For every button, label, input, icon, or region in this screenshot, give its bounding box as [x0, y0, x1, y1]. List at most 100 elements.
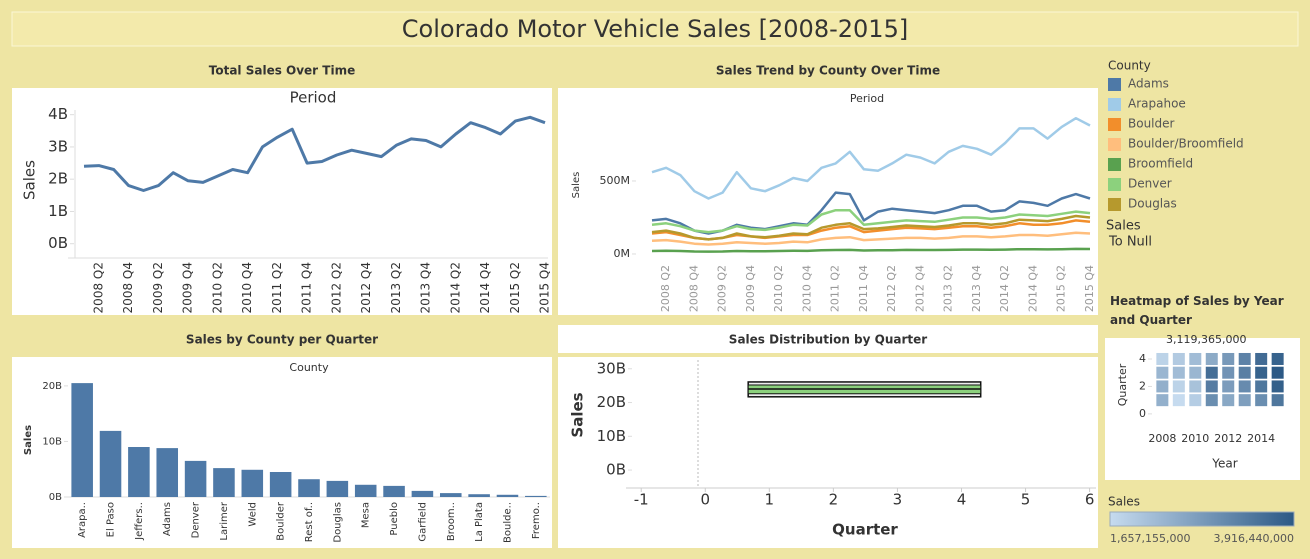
legend-swatch [1108, 198, 1121, 211]
y-tick-label: 0B [48, 234, 68, 252]
x-tick-label: Jeffers.. [134, 502, 145, 541]
y-tick-label: 1B [48, 202, 68, 220]
heatmap-cell [1255, 352, 1268, 365]
legend-swatch [1108, 98, 1121, 111]
bar [439, 493, 462, 497]
y-tick-label: 20B [42, 381, 62, 392]
x-tick-label: 2009 Q2 [151, 262, 165, 313]
heatmap-cell [1189, 352, 1202, 365]
x-tick-label: 2012 [1214, 432, 1242, 445]
y-axis-label: Quarter [1116, 363, 1129, 406]
y-tick-label: 30B [597, 359, 626, 377]
x-tick-label: 2011 Q2 [829, 265, 842, 312]
x-tick-label: 0 [700, 491, 710, 509]
bar [468, 494, 490, 497]
x-tick-label: 2008 Q4 [121, 262, 135, 313]
x-tick-label: 2015 Q2 [508, 262, 522, 313]
y-tick-label: 3B [48, 137, 68, 155]
heatmap-cell [1172, 366, 1185, 379]
x-tick-label: 2013 Q2 [942, 265, 955, 312]
bar [383, 485, 405, 497]
heatmap-cell [1255, 394, 1268, 407]
bar [269, 472, 292, 497]
line-series [651, 247, 1091, 253]
bar [156, 448, 179, 497]
legend-swatch [1108, 138, 1121, 151]
line-series [651, 231, 1091, 246]
line-series [83, 115, 546, 192]
x-tick-label: Adams [162, 502, 173, 536]
x-tick-label: 2013 Q4 [419, 262, 433, 313]
x-tick-label: 1 [765, 491, 775, 509]
heatmap-cell [1172, 352, 1185, 365]
heatmap-cell [1238, 380, 1251, 393]
x-tick-label: 2011 Q2 [270, 262, 284, 313]
heatmap-cell [1222, 394, 1235, 407]
legend-label: Boulder [1128, 117, 1175, 131]
y-axis-label: Sales [569, 392, 587, 437]
x-tick-label: 2009 Q4 [744, 265, 757, 312]
legend-label: Denver [1128, 177, 1172, 191]
y-tick-label: 0M [614, 247, 631, 260]
x-tick-label: Fremo.. [531, 502, 542, 539]
x-axis-label: Quarter [832, 521, 898, 539]
y-tick-label: 0B [49, 492, 62, 503]
x-tick-label: Broom.. [446, 502, 457, 541]
panel [12, 88, 552, 315]
heatmap-cell [1172, 380, 1185, 393]
bar [411, 490, 434, 497]
x-tick-label: 2008 Q2 [659, 265, 672, 312]
x-tick-label: 2014 [1247, 432, 1275, 445]
heatmap-cell [1271, 366, 1284, 379]
color-tick-label: 3,916,440,000 [1214, 532, 1294, 545]
x-tick-label: Pueblo [389, 502, 400, 536]
line-series [651, 214, 1091, 241]
x-tick-label: 2 [829, 491, 839, 509]
panel-title: Sales Trend by County Over Time [716, 64, 940, 78]
heatmap-cell [1271, 352, 1284, 365]
panel-title: Total Sales Over Time [209, 64, 355, 78]
x-tick-label: 3 [893, 491, 903, 509]
y-axis-label: Sales [571, 172, 582, 199]
y-tick-label: 10B [597, 427, 626, 445]
x-tick-label: 2012 Q4 [359, 262, 373, 313]
heatmap-cell [1189, 380, 1202, 393]
x-tick-label: Larimer [219, 501, 230, 540]
legend-title: Sales [1106, 219, 1141, 234]
heatmap-cell [1255, 380, 1268, 393]
bar [496, 494, 519, 497]
x-tick-label: 2015 Q4 [538, 262, 552, 313]
heatmap-cell [1205, 366, 1218, 379]
legend-title: County [1108, 59, 1151, 73]
panel-subtitle: Period [290, 89, 337, 107]
x-tick-label: 2008 [1148, 432, 1176, 445]
legend-swatch [1108, 158, 1121, 171]
heatmap-cell [1222, 380, 1235, 393]
y-axis-label: Sales [23, 425, 34, 455]
x-tick-label: 2010 Q4 [240, 262, 254, 313]
bar [298, 479, 320, 497]
x-tick-label: Weld [247, 502, 258, 527]
x-tick-label: Mesa [361, 502, 372, 528]
color-bar [1109, 511, 1295, 527]
x-tick-label: 2013 Q4 [970, 265, 983, 312]
panel-subtitle: Period [850, 92, 884, 105]
y-tick-label: 0B [606, 461, 626, 479]
x-tick-label: 2014 Q2 [998, 265, 1011, 312]
bar [213, 468, 235, 497]
x-tick-label: 2009 Q4 [181, 262, 195, 313]
legend-swatch [1108, 78, 1121, 91]
legend-label: Adams [1128, 77, 1169, 91]
heatmap-cell [1156, 380, 1169, 393]
x-tick-label: 2010 [1181, 432, 1209, 445]
heatmap-cell [1156, 366, 1169, 379]
x-tick-label: 2012 Q4 [913, 265, 926, 312]
heatmap-cell [1189, 366, 1202, 379]
heatmap-cell [1156, 394, 1169, 407]
heatmap-title: Heatmap of Sales by Year and Quarter [1110, 294, 1284, 327]
bar [354, 484, 377, 497]
x-tick-label: Arapa.. [77, 502, 88, 538]
y-tick-label: 4 [1139, 352, 1146, 365]
x-tick-label: El Paso [106, 502, 117, 537]
